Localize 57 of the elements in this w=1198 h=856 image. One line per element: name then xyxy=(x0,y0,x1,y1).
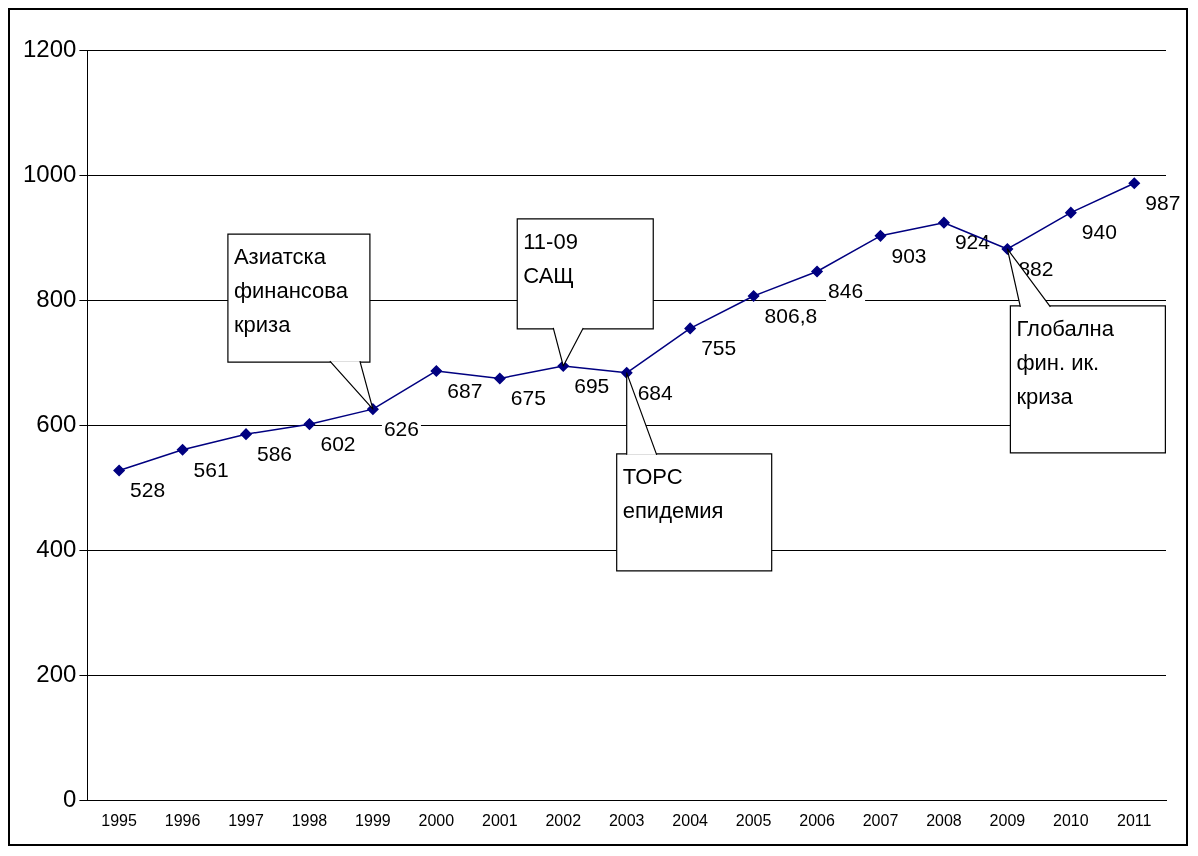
x-tick-label: 2008 xyxy=(926,811,962,829)
data-label: 987 xyxy=(1145,191,1181,215)
data-label: 675 xyxy=(510,386,546,410)
x-tick-label: 2006 xyxy=(799,811,835,829)
data-label: 586 xyxy=(257,441,293,465)
x-tick-label: 2001 xyxy=(482,811,518,829)
data-label: 687 xyxy=(447,378,483,402)
x-tick-label: 2005 xyxy=(735,811,772,829)
y-tick-label: 400 xyxy=(36,535,77,563)
point xyxy=(240,428,252,440)
data-label: 755 xyxy=(701,336,737,360)
point xyxy=(684,322,696,335)
data-label: 903 xyxy=(891,243,927,267)
data-label: 561 xyxy=(193,457,229,481)
point xyxy=(874,230,887,242)
data-label: 602 xyxy=(320,431,356,455)
y-tick-label: 800 xyxy=(36,284,77,312)
x-tick-label: 2003 xyxy=(608,811,645,829)
x-tick-label: 2004 xyxy=(672,811,709,829)
data-label: 846 xyxy=(828,279,864,303)
x-tick-label: 2002 xyxy=(545,811,582,829)
data-label: 695 xyxy=(574,373,610,397)
data-label: 684 xyxy=(637,380,674,404)
point xyxy=(1065,206,1077,219)
point xyxy=(1128,177,1141,190)
x-tick-label: 1999 xyxy=(355,811,391,829)
y-tick-label: 0 xyxy=(63,785,77,813)
point xyxy=(430,365,443,377)
point xyxy=(176,444,189,456)
point xyxy=(303,418,316,430)
x-tick-label: 2007 xyxy=(862,811,899,829)
point xyxy=(938,216,950,229)
x-tick-label: 2009 xyxy=(989,811,1026,829)
x-tick-label: 2000 xyxy=(418,811,455,829)
data-label: 924 xyxy=(954,230,991,254)
x-tick-label: 1996 xyxy=(164,811,201,829)
point xyxy=(811,265,823,278)
annotation: Глобална фин. ик. криза xyxy=(1016,314,1115,411)
x-tick-label: 2011 xyxy=(1117,811,1152,829)
point xyxy=(494,372,506,385)
data-label: 940 xyxy=(1081,220,1117,244)
data-label: 528 xyxy=(130,478,166,502)
data-label: 806,8 xyxy=(764,303,818,327)
annotation: 11-09 САЩ xyxy=(523,227,579,290)
y-tick-label: 200 xyxy=(36,660,77,688)
x-tick-label: 1998 xyxy=(291,811,328,829)
annotation: Азиатска финансова криза xyxy=(233,243,349,340)
annotation: ТОРС епидемия xyxy=(622,462,725,525)
y-tick-label: 600 xyxy=(36,410,77,438)
data-label: 626 xyxy=(383,416,419,440)
x-tick-label: 2010 xyxy=(1053,811,1089,829)
x-tick-label: 1997 xyxy=(228,811,264,829)
x-tick-label: 1995 xyxy=(101,811,138,829)
y-tick-label: 1200 xyxy=(23,34,77,62)
point xyxy=(113,464,125,477)
y-tick-label: 1000 xyxy=(23,159,77,187)
point xyxy=(747,290,760,302)
